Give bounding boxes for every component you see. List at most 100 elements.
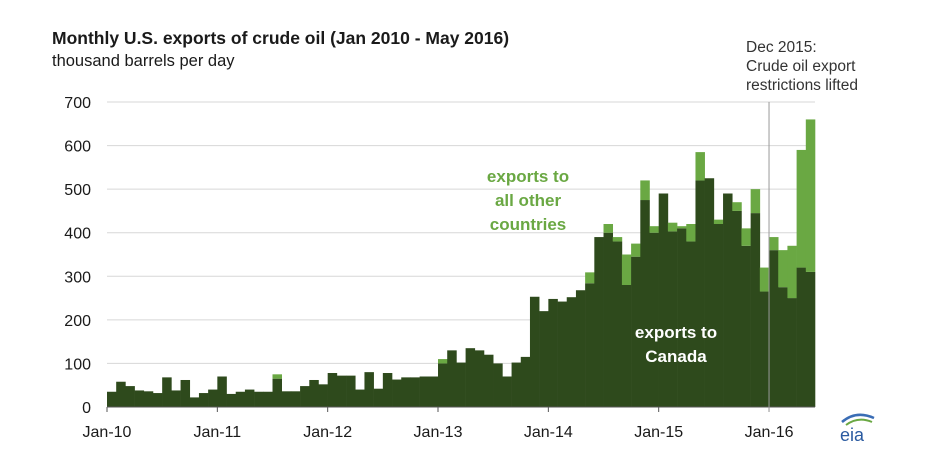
x-tick-label: Jan-14 xyxy=(524,424,573,441)
bar-canada xyxy=(539,311,549,407)
bar-canada xyxy=(217,376,227,407)
svg-text:eia: eia xyxy=(840,425,865,444)
y-tick-label: 200 xyxy=(64,313,91,330)
bar-other-countries xyxy=(769,237,779,251)
bar-other-countries xyxy=(640,180,650,201)
bar-canada xyxy=(502,376,512,407)
y-axis: 0 100 200 300 400 500 600 700 xyxy=(64,95,91,417)
bar-canada xyxy=(355,389,365,407)
y-tick-label: 400 xyxy=(64,226,91,243)
bar-canada xyxy=(741,245,751,407)
bar-canada xyxy=(704,178,715,407)
bar-canada xyxy=(208,389,218,407)
bar-canada xyxy=(162,377,172,407)
bar-canada xyxy=(529,296,540,407)
bar-other-countries xyxy=(796,149,807,268)
bar-canada xyxy=(548,298,558,407)
bar-canada xyxy=(336,375,347,407)
bar-canada xyxy=(235,391,246,407)
annotation-note: Dec 2015: Crude oil export restrictions … xyxy=(746,38,858,95)
bar-canada xyxy=(658,193,669,407)
chart-subtitle: thousand barrels per day xyxy=(52,52,235,70)
bar-canada xyxy=(281,391,292,407)
bar-canada xyxy=(483,354,494,407)
bar-canada xyxy=(107,391,117,407)
bar-canada xyxy=(557,301,568,407)
bar-other-countries xyxy=(677,226,687,229)
bar-canada xyxy=(456,362,466,407)
bar-canada xyxy=(474,350,485,407)
y-tick-label: 100 xyxy=(64,356,91,373)
bar-canada xyxy=(309,379,319,407)
bar-canada xyxy=(392,379,402,407)
bar-canada xyxy=(465,348,476,407)
y-tick-label: 700 xyxy=(64,95,91,112)
bar-canada xyxy=(143,391,154,407)
y-tick-label: 500 xyxy=(64,182,91,199)
bar-canada xyxy=(713,224,724,407)
annotation-line-1: Dec 2015: xyxy=(746,39,817,56)
bar-canada xyxy=(732,210,742,407)
bar-canada xyxy=(171,390,181,407)
bar-canada xyxy=(180,379,191,407)
bar-canada xyxy=(189,397,200,407)
bar-canada xyxy=(566,297,577,407)
bar-canada xyxy=(290,391,301,407)
bar-canada xyxy=(226,393,237,407)
bar-canada xyxy=(594,237,604,407)
label-canada: exports to xyxy=(635,323,717,342)
bar-other-countries xyxy=(438,359,448,364)
bar-canada xyxy=(152,393,163,407)
bar-canada xyxy=(373,388,384,407)
bar-canada xyxy=(585,283,595,407)
bar-canada xyxy=(723,193,733,407)
bar-other-countries xyxy=(805,119,816,272)
bar-other-countries xyxy=(649,226,659,233)
bar-canada xyxy=(382,373,393,407)
bar-canada xyxy=(410,377,420,407)
bar-canada xyxy=(778,287,788,407)
bar-other-countries xyxy=(741,228,751,246)
bar-canada xyxy=(750,213,761,407)
bar-canada xyxy=(667,231,678,407)
bar-canada xyxy=(263,391,273,407)
bar-canada xyxy=(419,376,430,407)
bar-canada xyxy=(346,375,356,407)
x-tick-label: Jan-15 xyxy=(634,424,683,441)
bar-canada xyxy=(796,267,807,407)
bar-canada xyxy=(769,250,779,407)
x-tick-label: Jan-13 xyxy=(414,424,463,441)
x-tick-label: Jan-12 xyxy=(303,424,352,441)
bar-canada xyxy=(805,271,816,407)
bar-canada xyxy=(134,390,145,407)
bar-canada xyxy=(677,228,687,407)
bar-canada xyxy=(621,285,632,407)
bar-other-countries xyxy=(621,254,632,285)
bar-canada xyxy=(603,232,614,407)
bar-canada xyxy=(686,241,696,407)
y-tick-label: 600 xyxy=(64,139,91,156)
label-canada: Canada xyxy=(645,347,707,366)
bar-other-countries xyxy=(631,243,641,257)
eia-logo-icon: eia xyxy=(840,413,875,444)
bar-canada xyxy=(438,363,448,407)
bar-other-countries xyxy=(585,272,595,284)
bar-canada xyxy=(401,377,411,407)
annotation-line-3: restrictions lifted xyxy=(746,77,858,94)
bar-canada xyxy=(520,356,531,407)
bar-other-countries xyxy=(612,237,623,242)
x-tick-label: Jan-11 xyxy=(193,424,241,441)
bar-other-countries xyxy=(603,224,614,233)
bar-other-countries xyxy=(667,222,678,232)
chart-title: Monthly U.S. exports of crude oil (Jan 2… xyxy=(52,28,510,48)
bar-canada xyxy=(612,241,623,407)
label-other-countries: all other xyxy=(495,191,562,210)
series-labels: exports to all other countries exports to Ca… xyxy=(487,167,717,366)
x-tick-label: Jan-16 xyxy=(745,424,794,441)
x-axis: Jan-10 Jan-11 Jan-12 Jan-13 Jan-14 Jan-15 Jan-… xyxy=(83,406,815,441)
label-other-countries: exports to xyxy=(487,167,569,186)
y-tick-label: 0 xyxy=(82,400,91,417)
bar-canada xyxy=(244,389,255,407)
bars-group xyxy=(107,119,816,407)
